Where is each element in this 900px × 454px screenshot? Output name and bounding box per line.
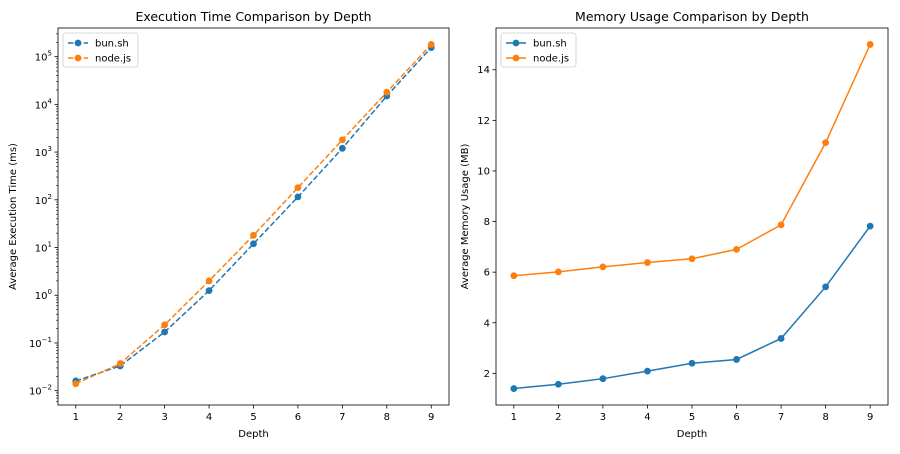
y-tick-label: 4: [484, 318, 490, 329]
data-point: [250, 240, 257, 248]
y-tick-label: 8: [484, 217, 490, 228]
y-tick-label: 104: [35, 97, 53, 111]
data-point: [866, 41, 874, 48]
x-tick-label: 8: [822, 412, 828, 423]
x-tick-label: 6: [295, 412, 301, 423]
chart-title: Memory Usage Comparison by Depth: [575, 9, 809, 24]
x-tick-label: 1: [511, 412, 517, 423]
series-line-bun-sh: [75, 47, 432, 382]
plot-area-frame: [57, 27, 450, 406]
legend-marker: [512, 54, 520, 62]
y-tick-label: 6: [484, 268, 490, 279]
x-tick-label: 4: [206, 412, 212, 423]
data-point: [599, 263, 607, 271]
x-tick-label: 2: [555, 412, 561, 423]
data-point: [599, 375, 607, 383]
y-axis-label: Average Execution Time (ms): [8, 143, 19, 290]
x-tick-label: 3: [161, 412, 167, 423]
x-tick-label: 8: [384, 412, 390, 423]
data-point: [72, 380, 80, 388]
data-point: [205, 287, 213, 295]
x-tick-label: 7: [339, 412, 345, 423]
data-point: [510, 385, 518, 392]
data-point: [294, 193, 302, 201]
legend-marker: [74, 39, 82, 47]
data-point: [777, 335, 785, 342]
chart-title: Execution Time Comparison by Depth: [135, 9, 371, 24]
plot-area-frame: [495, 27, 889, 406]
data-point: [688, 255, 696, 263]
data-point: [688, 359, 696, 367]
x-tick-label: 4: [644, 412, 650, 423]
y-axis-label: Average Memory Usage (MB): [460, 144, 471, 290]
x-tick-label: 1: [73, 412, 79, 423]
legend-label: bun.sh: [95, 39, 129, 50]
data-point: [822, 283, 830, 291]
data-point: [866, 222, 874, 230]
y-tick-label: 103: [35, 145, 52, 159]
data-point: [554, 268, 562, 276]
data-point: [427, 41, 435, 48]
execution-time-chart: Execution Time Comparison by Depth Depth…: [8, 9, 450, 440]
data-point: [383, 88, 391, 96]
x-tick-label: 5: [689, 412, 695, 423]
data-point: [510, 272, 518, 280]
series-line-node-js: [75, 43, 432, 385]
legend-label: node.js: [533, 54, 569, 65]
y-tick-label: 102: [35, 193, 52, 207]
data-point: [161, 321, 169, 329]
x-axis-label: Depth: [677, 429, 707, 440]
data-point: [733, 356, 740, 363]
x-axis-label: Depth: [238, 429, 268, 440]
y-tick-label: 10−2: [29, 384, 52, 398]
series-line-node-js: [513, 44, 871, 277]
memory-usage-chart: Memory Usage Comparison by Depth Depth A…: [460, 9, 889, 440]
y-tick-label: 14: [477, 65, 490, 76]
x-tick-label: 9: [867, 412, 873, 423]
y-tick-label: 12: [477, 116, 490, 127]
legend-marker: [512, 39, 520, 47]
y-tick-label: 101: [35, 241, 52, 255]
data-point: [116, 360, 124, 367]
y-tick-label: 100: [35, 288, 52, 302]
x-tick-label: 9: [428, 412, 434, 423]
data-point: [822, 139, 830, 147]
x-tick-label: 2: [117, 412, 123, 423]
y-tick-label: 105: [35, 50, 52, 64]
data-point: [644, 259, 651, 266]
x-tick-label: 7: [778, 412, 784, 423]
data-point: [338, 144, 346, 152]
data-point: [250, 231, 257, 239]
legend-label: node.js: [95, 54, 131, 65]
data-point: [644, 367, 651, 375]
legend-label: bun.sh: [533, 39, 567, 50]
y-tick-label: 2: [484, 369, 490, 380]
data-point: [338, 136, 346, 144]
data-point: [554, 380, 562, 388]
x-tick-label: 5: [250, 412, 256, 423]
legend-marker: [74, 54, 82, 62]
data-point: [205, 277, 213, 285]
data-point: [733, 245, 740, 253]
data-point: [161, 328, 169, 336]
data-point: [294, 184, 302, 192]
data-point: [777, 221, 785, 229]
y-tick-label: 10−1: [29, 336, 52, 350]
y-tick-label: 10: [477, 166, 490, 177]
legend: [62, 32, 139, 68]
x-tick-label: 3: [600, 412, 606, 423]
x-tick-label: 6: [733, 412, 739, 423]
